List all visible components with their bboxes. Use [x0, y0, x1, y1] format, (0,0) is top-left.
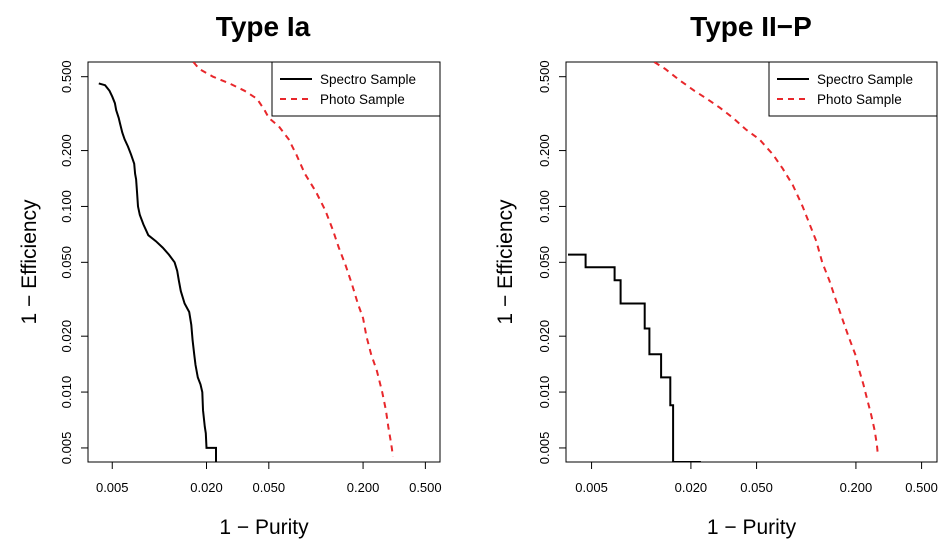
x-axis-title: 1 − Purity: [707, 516, 797, 539]
y-tick-label: 0.050: [537, 246, 552, 279]
y-tick-label: 0.010: [59, 376, 74, 409]
x-tick-label: 0.050: [253, 480, 286, 495]
legend-label: Spectro Sample: [320, 72, 416, 87]
legend-label: Spectro Sample: [817, 72, 913, 87]
y-axis-title: 1 − Efficiency: [18, 199, 41, 325]
x-tick-label: 0.005: [96, 480, 129, 495]
y-tick-label: 0.005: [537, 432, 552, 465]
x-tick-label: 0.020: [190, 480, 223, 495]
y-tick-label: 0.500: [59, 60, 74, 93]
y-tick-label: 0.050: [59, 246, 74, 279]
y-tick-label: 0.010: [537, 376, 552, 409]
series-line-spectro-sample: [98, 82, 217, 462]
x-axis-title: 1 − Purity: [219, 516, 309, 539]
chart-title: Type Ia: [216, 11, 311, 42]
plot-frame: [565, 61, 938, 463]
y-tick-label: 0.100: [59, 190, 74, 223]
x-tick-label: 0.050: [740, 480, 773, 495]
y-tick-label: 0.020: [537, 320, 552, 353]
plot-frame: [87, 61, 441, 463]
chart-panel-2: Type II−P 0.005 0.020 0.050 0.200 0.500 0.005 0…: [494, 11, 938, 539]
y-tick-label: 0.200: [59, 134, 74, 167]
y-tick-label: 0.200: [537, 134, 552, 167]
chart-title: Type II−P: [690, 11, 812, 42]
legend-box: [271, 61, 441, 117]
x-tick-label: 0.020: [675, 480, 708, 495]
y-tick-label: 0.500: [537, 60, 552, 93]
y-tick-label: 0.100: [537, 190, 552, 223]
legend-label: Photo Sample: [817, 92, 902, 107]
series-line-photo-sample: [653, 62, 879, 457]
x-tick-label: 0.500: [905, 480, 938, 495]
x-tick-label: 0.005: [575, 480, 608, 495]
x-tick-label: 0.500: [409, 480, 442, 495]
y-axis-title: 1 − Efficiency: [494, 199, 517, 325]
legend-label: Photo Sample: [320, 92, 405, 107]
x-tick-label: 0.200: [840, 480, 873, 495]
x-tick-label: 0.200: [347, 480, 380, 495]
y-tick-label: 0.020: [59, 320, 74, 353]
y-tick-label: 0.005: [59, 432, 74, 465]
series-line-photo-sample: [192, 62, 394, 457]
chart-panel-1: Type Ia 0.005 0.020 0.050 0.200 0.500 0.005 0.0…: [18, 11, 442, 539]
series-line-spectro-sample: [568, 253, 701, 462]
legend-box: [768, 61, 938, 117]
